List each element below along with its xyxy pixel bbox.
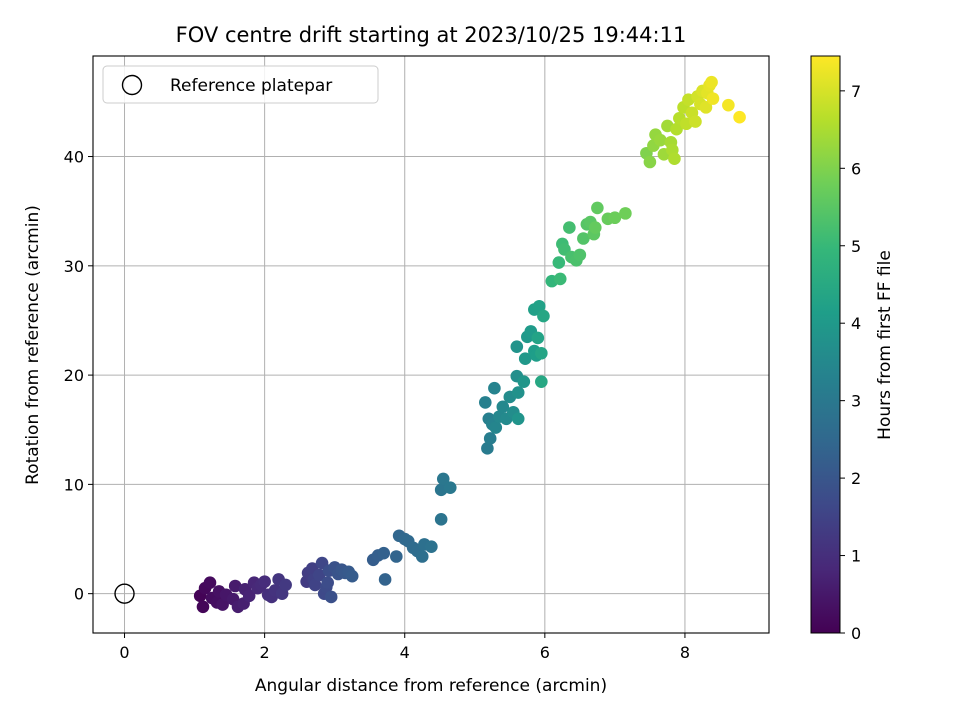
data-points	[193, 75, 746, 614]
data-point	[488, 381, 501, 395]
data-point	[483, 432, 497, 445]
colorbar: 0 1 2 3 4 5 6 7 Hours from first FF file	[810, 55, 895, 643]
data-point	[654, 133, 667, 147]
data-point	[733, 110, 746, 124]
x-tick-label: 6	[540, 643, 550, 662]
x-axis-title: Angular distance from reference (arcmin)	[255, 676, 607, 696]
data-point	[434, 513, 448, 526]
data-point	[478, 396, 492, 409]
data-point	[689, 115, 702, 128]
data-point	[619, 207, 632, 220]
data-point	[532, 299, 546, 313]
y-tick-label: 20	[64, 366, 84, 385]
data-point	[518, 352, 532, 366]
data-point	[279, 578, 292, 592]
data-point	[705, 75, 718, 89]
data-point	[443, 481, 457, 494]
colorbar-tick-label: 4	[851, 314, 861, 333]
data-point	[203, 576, 217, 590]
x-tick-label: 0	[119, 643, 129, 662]
data-point	[537, 309, 550, 323]
data-point	[228, 579, 242, 593]
reference-platepar-marker	[114, 583, 135, 604]
colorbar-tick-label: 3	[851, 392, 861, 411]
legend-box	[102, 65, 379, 104]
y-axis-title: Rotation from reference (arcmin)	[23, 205, 43, 485]
x-tick-label: 4	[400, 643, 410, 662]
legend-entry-reference-platepar: Reference platepar	[170, 76, 332, 96]
plot-frame	[92, 55, 770, 634]
data-point	[415, 550, 429, 563]
data-point	[608, 211, 622, 225]
data-point	[511, 412, 525, 426]
legend-reference-marker	[121, 74, 143, 96]
data-point	[573, 248, 587, 262]
data-point	[496, 400, 510, 414]
y-axis: 0 10 20 30 40	[64, 148, 93, 604]
data-point	[324, 590, 338, 604]
data-point	[699, 101, 713, 114]
data-point	[378, 573, 392, 586]
data-point	[312, 568, 326, 582]
x-axis: 0 2 4 6 8	[119, 633, 690, 662]
legend: Reference platepar	[102, 65, 379, 104]
colorbar-tick-label: 0	[851, 624, 861, 643]
colorbar-gradient	[810, 55, 841, 634]
data-point	[591, 201, 604, 215]
x-tick-label: 2	[260, 643, 270, 662]
colorbar-tick-label: 6	[851, 159, 861, 178]
data-point	[670, 122, 683, 136]
chart-title: FOV centre drift starting at 2023/10/25 …	[176, 23, 687, 47]
x-tick-label: 8	[680, 643, 690, 662]
colorbar-label: Hours from first FF file	[875, 250, 895, 440]
data-point	[377, 546, 391, 560]
data-point	[425, 540, 438, 553]
data-point	[321, 576, 334, 590]
data-point	[552, 256, 566, 269]
y-tick-label: 40	[64, 148, 84, 167]
colorbar-tick-label: 1	[851, 547, 861, 566]
colorbar-tick-label: 5	[851, 237, 861, 256]
data-point	[553, 272, 567, 286]
data-point	[588, 221, 602, 234]
data-point	[531, 331, 545, 345]
data-point	[216, 598, 229, 611]
data-point	[706, 92, 720, 105]
data-point	[258, 575, 271, 588]
y-tick-label: 10	[64, 475, 84, 494]
data-point	[481, 442, 494, 455]
data-point	[510, 340, 524, 353]
data-point	[489, 421, 503, 434]
data-point	[511, 386, 525, 399]
data-point	[242, 589, 256, 603]
data-point	[345, 569, 359, 583]
colorbar-tick-label: 7	[851, 82, 861, 101]
data-point	[643, 155, 657, 169]
colorbar-ticks: 0 1 2 3 4 5 6 7	[840, 82, 861, 643]
colorbar-tick-label: 2	[851, 469, 861, 488]
y-tick-label: 0	[74, 585, 84, 604]
data-point	[436, 472, 450, 486]
data-point	[196, 600, 210, 614]
data-point	[722, 98, 735, 112]
data-point	[535, 375, 548, 388]
data-point	[577, 232, 590, 245]
data-point	[390, 550, 403, 563]
data-point	[517, 375, 531, 388]
data-point	[668, 152, 681, 166]
y-tick-label: 30	[64, 257, 84, 276]
data-point	[308, 578, 322, 592]
data-point	[535, 346, 548, 360]
data-point	[563, 221, 576, 234]
